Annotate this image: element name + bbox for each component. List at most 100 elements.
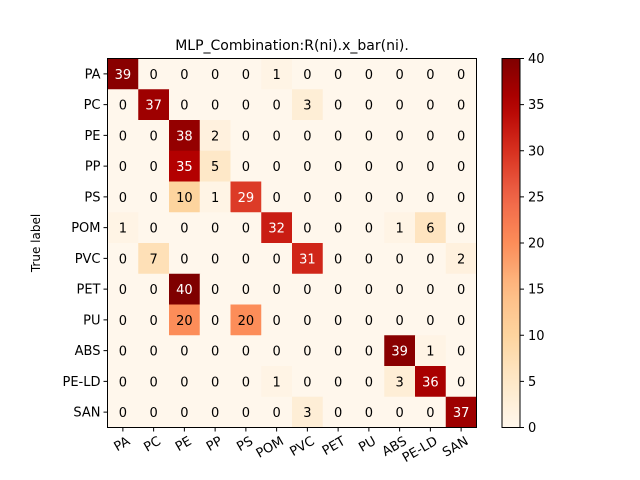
heatmap-cell bbox=[445, 212, 477, 244]
cell-value-label: 40 bbox=[176, 283, 193, 298]
cell-value-label: 0 bbox=[242, 252, 250, 267]
heatmap-cell bbox=[292, 212, 324, 244]
heatmap-cell bbox=[353, 120, 385, 152]
heatmap-cell bbox=[107, 150, 139, 182]
heatmap-cell bbox=[353, 58, 385, 90]
cell-value-label: 0 bbox=[334, 68, 342, 83]
cell-value-label: 0 bbox=[149, 222, 157, 237]
heatmap-cell bbox=[384, 120, 416, 152]
colorbar-tick-label: 15 bbox=[528, 283, 545, 298]
heatmap-cell bbox=[107, 304, 139, 336]
cell-value-label: 0 bbox=[334, 222, 342, 237]
cell-value-label: 0 bbox=[149, 406, 157, 421]
y-tick-label: POM bbox=[71, 221, 100, 236]
cell-value-label: 32 bbox=[268, 222, 285, 237]
cell-value-label: 39 bbox=[115, 68, 132, 83]
heatmap-cell bbox=[199, 243, 231, 275]
heatmap-cell bbox=[138, 150, 170, 182]
heatmap-cell bbox=[384, 181, 416, 213]
x-tick-label: PET bbox=[320, 434, 348, 459]
cell-value-label: 0 bbox=[395, 129, 403, 144]
cell-value-label: 0 bbox=[119, 129, 127, 144]
cell-value-label: 0 bbox=[119, 406, 127, 421]
cell-value-label: 0 bbox=[242, 99, 250, 114]
heatmap-cell bbox=[261, 150, 293, 182]
cell-value-label: 7 bbox=[149, 252, 157, 267]
cell-value-label: 0 bbox=[457, 314, 465, 329]
cell-value-label: 0 bbox=[303, 314, 311, 329]
cell-value-label: 0 bbox=[149, 129, 157, 144]
cell-value-label: 0 bbox=[211, 406, 219, 421]
heatmap-cell bbox=[322, 366, 354, 398]
cell-value-label: 0 bbox=[272, 252, 280, 267]
cell-value-label: 0 bbox=[457, 129, 465, 144]
heatmap-cell bbox=[230, 396, 262, 428]
cell-value-label: 0 bbox=[180, 222, 188, 237]
heatmap-cell bbox=[138, 58, 170, 90]
heatmap-cell bbox=[230, 212, 262, 244]
heatmap-cell bbox=[138, 304, 170, 336]
heatmap-cell bbox=[138, 366, 170, 398]
heatmap-cell bbox=[292, 120, 324, 152]
heatmap-cell bbox=[292, 335, 324, 367]
cell-value-label: 0 bbox=[334, 375, 342, 390]
cell-value-label: 0 bbox=[426, 129, 434, 144]
y-axis-label: True label bbox=[29, 214, 43, 273]
heatmap-cell bbox=[138, 273, 170, 305]
heatmap-cell bbox=[107, 89, 139, 121]
heatmap-cell bbox=[384, 273, 416, 305]
heatmap-cell bbox=[230, 273, 262, 305]
cell-value-label: 0 bbox=[119, 345, 127, 360]
cell-value-label: 0 bbox=[334, 129, 342, 144]
x-tick-label: PC bbox=[141, 434, 163, 455]
heatmap-cell bbox=[322, 243, 354, 275]
colorbar-tick-label: 20 bbox=[528, 237, 545, 252]
cell-value-label: 31 bbox=[299, 252, 316, 267]
cell-value-label: 0 bbox=[272, 345, 280, 360]
cell-value-label: 1 bbox=[211, 191, 219, 206]
y-tick-label: PET bbox=[77, 283, 101, 298]
heatmap-cell bbox=[169, 58, 201, 90]
heatmap-cell bbox=[138, 120, 170, 152]
cell-value-label: 0 bbox=[242, 222, 250, 237]
heatmap-cell bbox=[169, 150, 201, 182]
cell-value-label: 0 bbox=[180, 406, 188, 421]
heatmap-cell bbox=[292, 150, 324, 182]
cell-value-label: 0 bbox=[211, 99, 219, 114]
cell-value-label: 0 bbox=[149, 375, 157, 390]
x-tick-label: PA bbox=[112, 434, 133, 455]
cell-value-label: 0 bbox=[334, 252, 342, 267]
heatmap-cell bbox=[353, 335, 385, 367]
heatmap-cell bbox=[415, 304, 447, 336]
cell-value-label: 20 bbox=[176, 314, 193, 329]
cell-value-label: 0 bbox=[211, 314, 219, 329]
heatmap-cell bbox=[169, 273, 201, 305]
heatmap-cell bbox=[169, 89, 201, 121]
cell-value-label: 5 bbox=[211, 160, 219, 175]
colorbar-gradient bbox=[501, 58, 521, 428]
heatmap-cell bbox=[292, 304, 324, 336]
colorbar-tick-label: 30 bbox=[528, 144, 545, 159]
cell-value-label: 0 bbox=[119, 252, 127, 267]
colorbar-tick-label: 35 bbox=[528, 98, 545, 113]
colorbar-tick-label: 10 bbox=[528, 329, 545, 344]
heatmap-cell bbox=[384, 366, 416, 398]
cell-value-label: 0 bbox=[242, 129, 250, 144]
heatmap-cell bbox=[230, 181, 262, 213]
heatmap-cell bbox=[261, 120, 293, 152]
heatmap-cell bbox=[169, 181, 201, 213]
cell-value-label: 0 bbox=[180, 375, 188, 390]
cell-value-label: 0 bbox=[457, 160, 465, 175]
heatmap-cell bbox=[353, 150, 385, 182]
heatmap-cell bbox=[384, 335, 416, 367]
heatmap-cell bbox=[322, 273, 354, 305]
cell-value-label: 0 bbox=[334, 191, 342, 206]
heatmap-cell bbox=[261, 273, 293, 305]
cell-value-label: 0 bbox=[365, 68, 373, 83]
cell-value-label: 0 bbox=[334, 283, 342, 298]
cell-value-label: 0 bbox=[242, 68, 250, 83]
heatmap-cell bbox=[230, 304, 262, 336]
heatmap-cell bbox=[138, 243, 170, 275]
cell-value-label: 0 bbox=[211, 68, 219, 83]
